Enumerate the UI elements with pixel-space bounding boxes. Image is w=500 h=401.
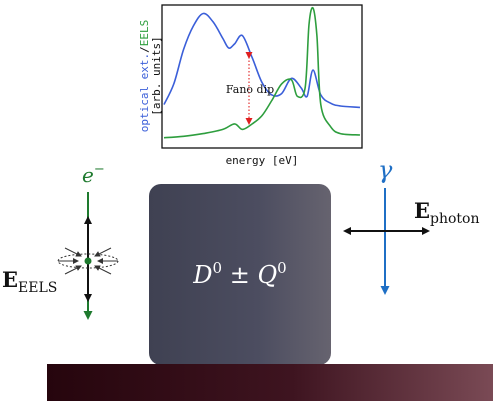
electron-dot: [85, 258, 92, 265]
photon-group: γ Ephoton: [345, 156, 480, 293]
particle-pm: ±: [222, 261, 257, 289]
electron-label: e−: [82, 162, 105, 187]
electron-group: e− EEELS: [2, 162, 118, 318]
spectrum-plot: optical ext./EELS [arb. units] energy [e…: [138, 5, 362, 167]
e-eels-main: E: [2, 267, 18, 292]
particle-q-sup: 0: [277, 259, 287, 277]
plot-frame: [162, 5, 362, 148]
e-photon-label: Ephoton: [414, 198, 480, 227]
electron-symbol: e: [82, 163, 94, 187]
x-axis-label: energy [eV]: [226, 154, 299, 167]
e-eels-sub: EELS: [18, 280, 57, 296]
e-photon-sub: photon: [430, 211, 479, 227]
fano-dip-label: Fano dip: [226, 83, 274, 96]
substrate-slab: [47, 364, 493, 401]
e-eels-label: EEELS: [2, 267, 57, 296]
e-photon-main: E: [414, 198, 430, 223]
particle-q: Q: [257, 261, 277, 289]
field-arrow-ll: [65, 266, 81, 274]
electron-charge: −: [94, 162, 105, 177]
ylabel-units: [arb. units]: [150, 36, 163, 115]
particle-d-sup: 0: [213, 259, 223, 277]
particle-label: D0 ± Q0: [192, 259, 286, 289]
gamma-label: γ: [378, 156, 393, 184]
field-arrow-ur: [95, 248, 111, 256]
particle-d: D: [192, 261, 212, 289]
